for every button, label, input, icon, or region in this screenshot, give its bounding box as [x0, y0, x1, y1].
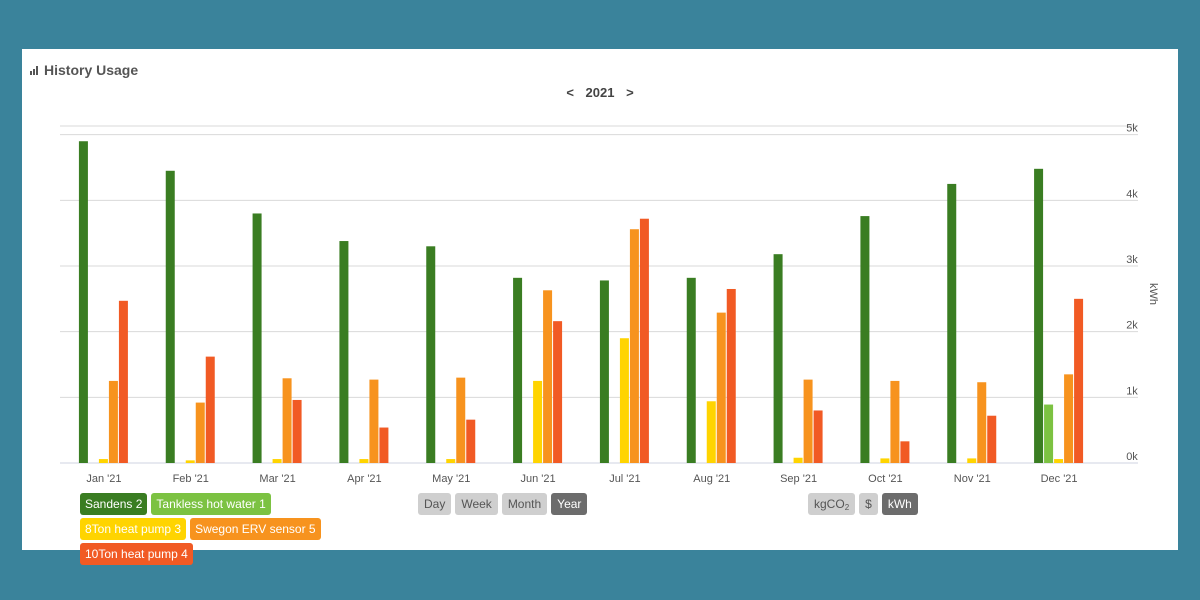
bar [900, 441, 910, 463]
bar [369, 379, 379, 463]
bar [619, 338, 629, 463]
bar [379, 427, 389, 463]
bar [686, 277, 696, 463]
x-tick-label: Mar '21 [259, 473, 295, 485]
legend-item[interactable]: 8Ton heat pump 3 [80, 518, 187, 540]
y-tick-label: 5k [1126, 123, 1138, 135]
bar [513, 277, 523, 463]
bar [165, 170, 175, 463]
bar [466, 419, 476, 463]
bar [706, 401, 716, 463]
x-tick-label: Aug '21 [693, 473, 730, 485]
panel-title: History Usage [44, 62, 139, 78]
bar-chart-icon [30, 65, 38, 75]
bar [359, 459, 369, 463]
bar [860, 216, 870, 463]
bar [78, 141, 88, 463]
range-year-button[interactable]: Year [551, 493, 588, 515]
x-tick-label: Jul '21 [609, 473, 640, 485]
unit-kgco2-button[interactable]: kgCO2 [808, 493, 856, 515]
bar [446, 459, 456, 463]
unit-toggle-group: kgCO2 $ kWh [808, 493, 918, 515]
y-tick-label: 4k [1126, 188, 1138, 200]
bar [1064, 374, 1074, 463]
y-tick-label: 3k [1126, 254, 1138, 266]
bar [543, 290, 553, 463]
bar [108, 380, 118, 463]
y-tick-label: 2k [1126, 320, 1138, 332]
y-tick-label: 1k [1126, 385, 1138, 397]
bar [185, 460, 195, 463]
bar [726, 288, 736, 463]
y-axis-label: kWh [1147, 283, 1159, 305]
bar [1034, 168, 1044, 463]
bar [890, 380, 900, 463]
history-usage-panel: History Usage < 2021 > 0k 1k 2k 3k 4k 5k kWh Ja… [22, 49, 1178, 565]
panel-header: History Usage [30, 59, 138, 81]
legend-item[interactable]: Sandens 2 [80, 493, 148, 515]
range-month-button[interactable]: Month [501, 493, 548, 515]
bar [987, 415, 997, 463]
bar [118, 300, 128, 463]
range-day-button[interactable]: Day [418, 493, 452, 515]
bar [533, 380, 543, 463]
bar [716, 312, 726, 463]
unit-kgco2-label: kgCO [814, 497, 845, 511]
legend-item[interactable]: 10Ton heat pump 4 [80, 543, 193, 565]
bar [629, 229, 639, 463]
bar [205, 356, 215, 463]
x-tick-label: Feb '21 [173, 473, 209, 485]
year-navigator: < 2021 > [22, 85, 1178, 100]
bar [1054, 459, 1064, 463]
x-tick-label: May '21 [432, 473, 470, 485]
bar [947, 183, 957, 463]
usage-bar-chart: 0k 1k 2k 3k 4k 5k kWh Jan '21 Feb '21 Mar '21 Apr … [60, 123, 1159, 485]
legend-item[interactable]: Tankless hot water 1 [151, 493, 271, 515]
range-toggle-group: Day Week Month Year [418, 493, 588, 515]
bar [803, 379, 813, 463]
bar [1074, 298, 1084, 463]
bar [977, 382, 987, 463]
bar [282, 378, 292, 463]
bar [272, 459, 282, 463]
bar [426, 246, 436, 463]
bar [553, 321, 563, 463]
x-tick-label: Oct '21 [868, 473, 903, 485]
bar [292, 399, 302, 463]
bar [456, 377, 466, 463]
bar [793, 457, 803, 463]
bar [195, 402, 205, 463]
y-tick-label: 0k [1126, 451, 1138, 463]
x-tick-label: Nov '21 [954, 473, 991, 485]
prev-year-button[interactable]: < [566, 85, 574, 100]
bar [639, 218, 649, 463]
bar [339, 241, 349, 463]
year-label: 2021 [585, 85, 615, 100]
bar [967, 458, 977, 463]
bar [599, 280, 609, 463]
unit-dollar-button[interactable]: $ [859, 493, 878, 515]
x-tick-label: Sep '21 [780, 473, 817, 485]
unit-kgco2-subscript: 2 [844, 503, 850, 512]
bar [773, 254, 783, 463]
legend-item[interactable]: Swegon ERV sensor 5 [190, 518, 321, 540]
x-tick-label: Jan '21 [86, 473, 121, 485]
bar [813, 410, 823, 463]
chart-legend: Sandens 2 Tankless hot water 1 8Ton heat p… [80, 493, 380, 565]
x-tick-label: Apr '21 [347, 473, 382, 485]
unit-kwh-button[interactable]: kWh [881, 493, 918, 515]
x-tick-label: Dec '21 [1041, 473, 1078, 485]
bar [98, 459, 108, 463]
bar [252, 213, 262, 463]
bar [880, 458, 890, 463]
bar [1044, 404, 1054, 463]
range-week-button[interactable]: Week [455, 493, 498, 515]
next-year-button[interactable]: > [626, 85, 634, 100]
x-tick-label: Jun '21 [521, 473, 556, 485]
